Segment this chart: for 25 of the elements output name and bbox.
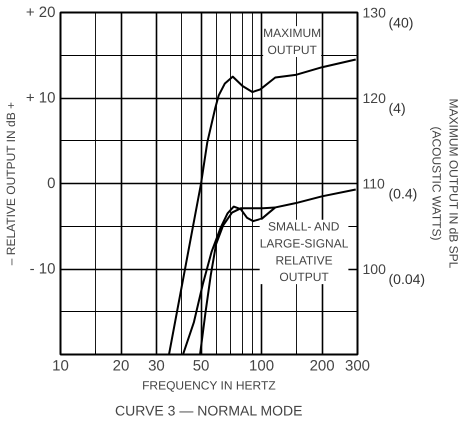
y2-tick-label: 130 — [362, 4, 386, 20]
x-tick-label: 30 — [148, 358, 165, 374]
y2-axis-title: MAXIMUM OUTPUT IN dB SPL (ACOUSTIC WATTS) — [430, 98, 460, 269]
text: (40) — [388, 14, 414, 30]
y-tick-label: 0 — [47, 175, 56, 192]
text: (0.4) — [388, 186, 418, 202]
y-tick-label: + 10 — [26, 90, 56, 106]
y-axis-title: – RELATIVE OUTPUT IN dB + — [4, 102, 18, 266]
x-tick-label: 200 — [310, 358, 335, 374]
annotation: MAXIMUM OUTPUT — [263, 26, 322, 57]
x-tick-label: 300 — [344, 358, 370, 374]
text: CURVE 3 — NORMAL MODE — [115, 402, 302, 418]
text: (4) — [388, 100, 406, 116]
text: (0.04) — [388, 271, 426, 287]
x-axis-title: FREQUENCY IN HERTZ — [142, 378, 276, 392]
y-tick-label: + 20 — [26, 4, 56, 21]
x-tick-label: 20 — [112, 358, 130, 374]
x-tick-label: 50 — [192, 358, 210, 374]
y2-tick-label: 100 — [362, 261, 386, 277]
x-tick-label: 100 — [249, 358, 274, 374]
y2-tick-label: 110 — [362, 176, 386, 192]
annotation: SMALL- AND LARGE-SIGNAL RELATIVE OUTPUT — [260, 220, 349, 284]
y2-tick-label: 120 — [362, 90, 386, 106]
y-tick-label: - 10 — [30, 260, 56, 278]
x-tick-label: 10 — [52, 358, 69, 374]
